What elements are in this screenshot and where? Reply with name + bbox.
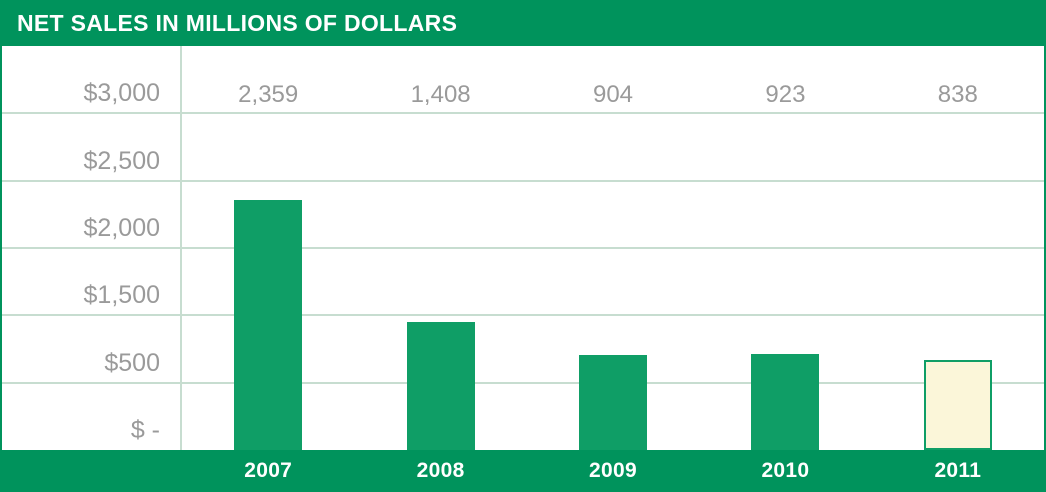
chart-title: NET SALES IN MILLIONS OF DOLLARS — [17, 9, 458, 36]
chart-header: NET SALES IN MILLIONS OF DOLLARS — [2, 0, 1044, 46]
x-axis: 2007 2008 2009 2010 2011 — [2, 450, 1044, 492]
x-axis-label-2010: 2010 — [761, 459, 810, 482]
bar-2011 — [923, 360, 992, 450]
bar-column-2008 — [354, 46, 526, 450]
bar-value-label-2008: 1,408 — [410, 81, 471, 108]
bar-2008 — [406, 322, 475, 450]
y-axis-tick-label: $ - — [130, 416, 160, 444]
bar-value-label-2007: 2,359 — [238, 81, 299, 108]
x-axis-labels: 2007 2008 2009 2010 2011 — [182, 450, 1044, 492]
y-axis-tick-label: $1,500 — [83, 281, 160, 310]
bar-2010 — [751, 354, 820, 450]
plot-area: $3,000 $2,500 $2,000 $1,500 $500 $ - 2,359 1,4… — [2, 46, 1044, 450]
bar-value-label-2010: 923 — [765, 81, 806, 108]
bar-2007 — [234, 200, 303, 450]
bar-value-label-2009: 904 — [592, 81, 634, 108]
y-axis-tick-label: $500 — [104, 348, 160, 377]
gridline — [2, 180, 1044, 182]
bar-column-2007 — [182, 46, 354, 450]
bar-column-2009 — [527, 46, 699, 450]
x-axis-label-2009: 2009 — [589, 459, 637, 482]
bar-series — [182, 46, 1044, 450]
y-axis-line — [180, 46, 182, 450]
y-axis-tick-label: $3,000 — [83, 79, 160, 108]
bar-2009 — [579, 355, 648, 450]
gridline — [2, 382, 1044, 384]
gridline — [2, 314, 1044, 316]
x-axis-label-2008: 2008 — [416, 459, 465, 482]
gridline — [2, 112, 1044, 114]
gridline — [2, 247, 1044, 249]
y-axis-tick-label: $2,500 — [83, 146, 160, 175]
x-axis-spacer — [2, 450, 182, 492]
bar-column-2011 — [872, 46, 1044, 450]
y-axis: $3,000 $2,500 $2,000 $1,500 $500 $ - — [2, 46, 180, 450]
x-axis-label-2011: 2011 — [934, 459, 982, 482]
x-axis-label-2007: 2007 — [244, 459, 293, 482]
bar-value-label-2011: 838 — [937, 81, 978, 108]
y-axis-tick-label: $2,000 — [83, 214, 160, 242]
bar-value-labels: 2,359 1,408 904 923 838 — [182, 46, 1044, 113]
bar-column-2010 — [699, 46, 871, 450]
